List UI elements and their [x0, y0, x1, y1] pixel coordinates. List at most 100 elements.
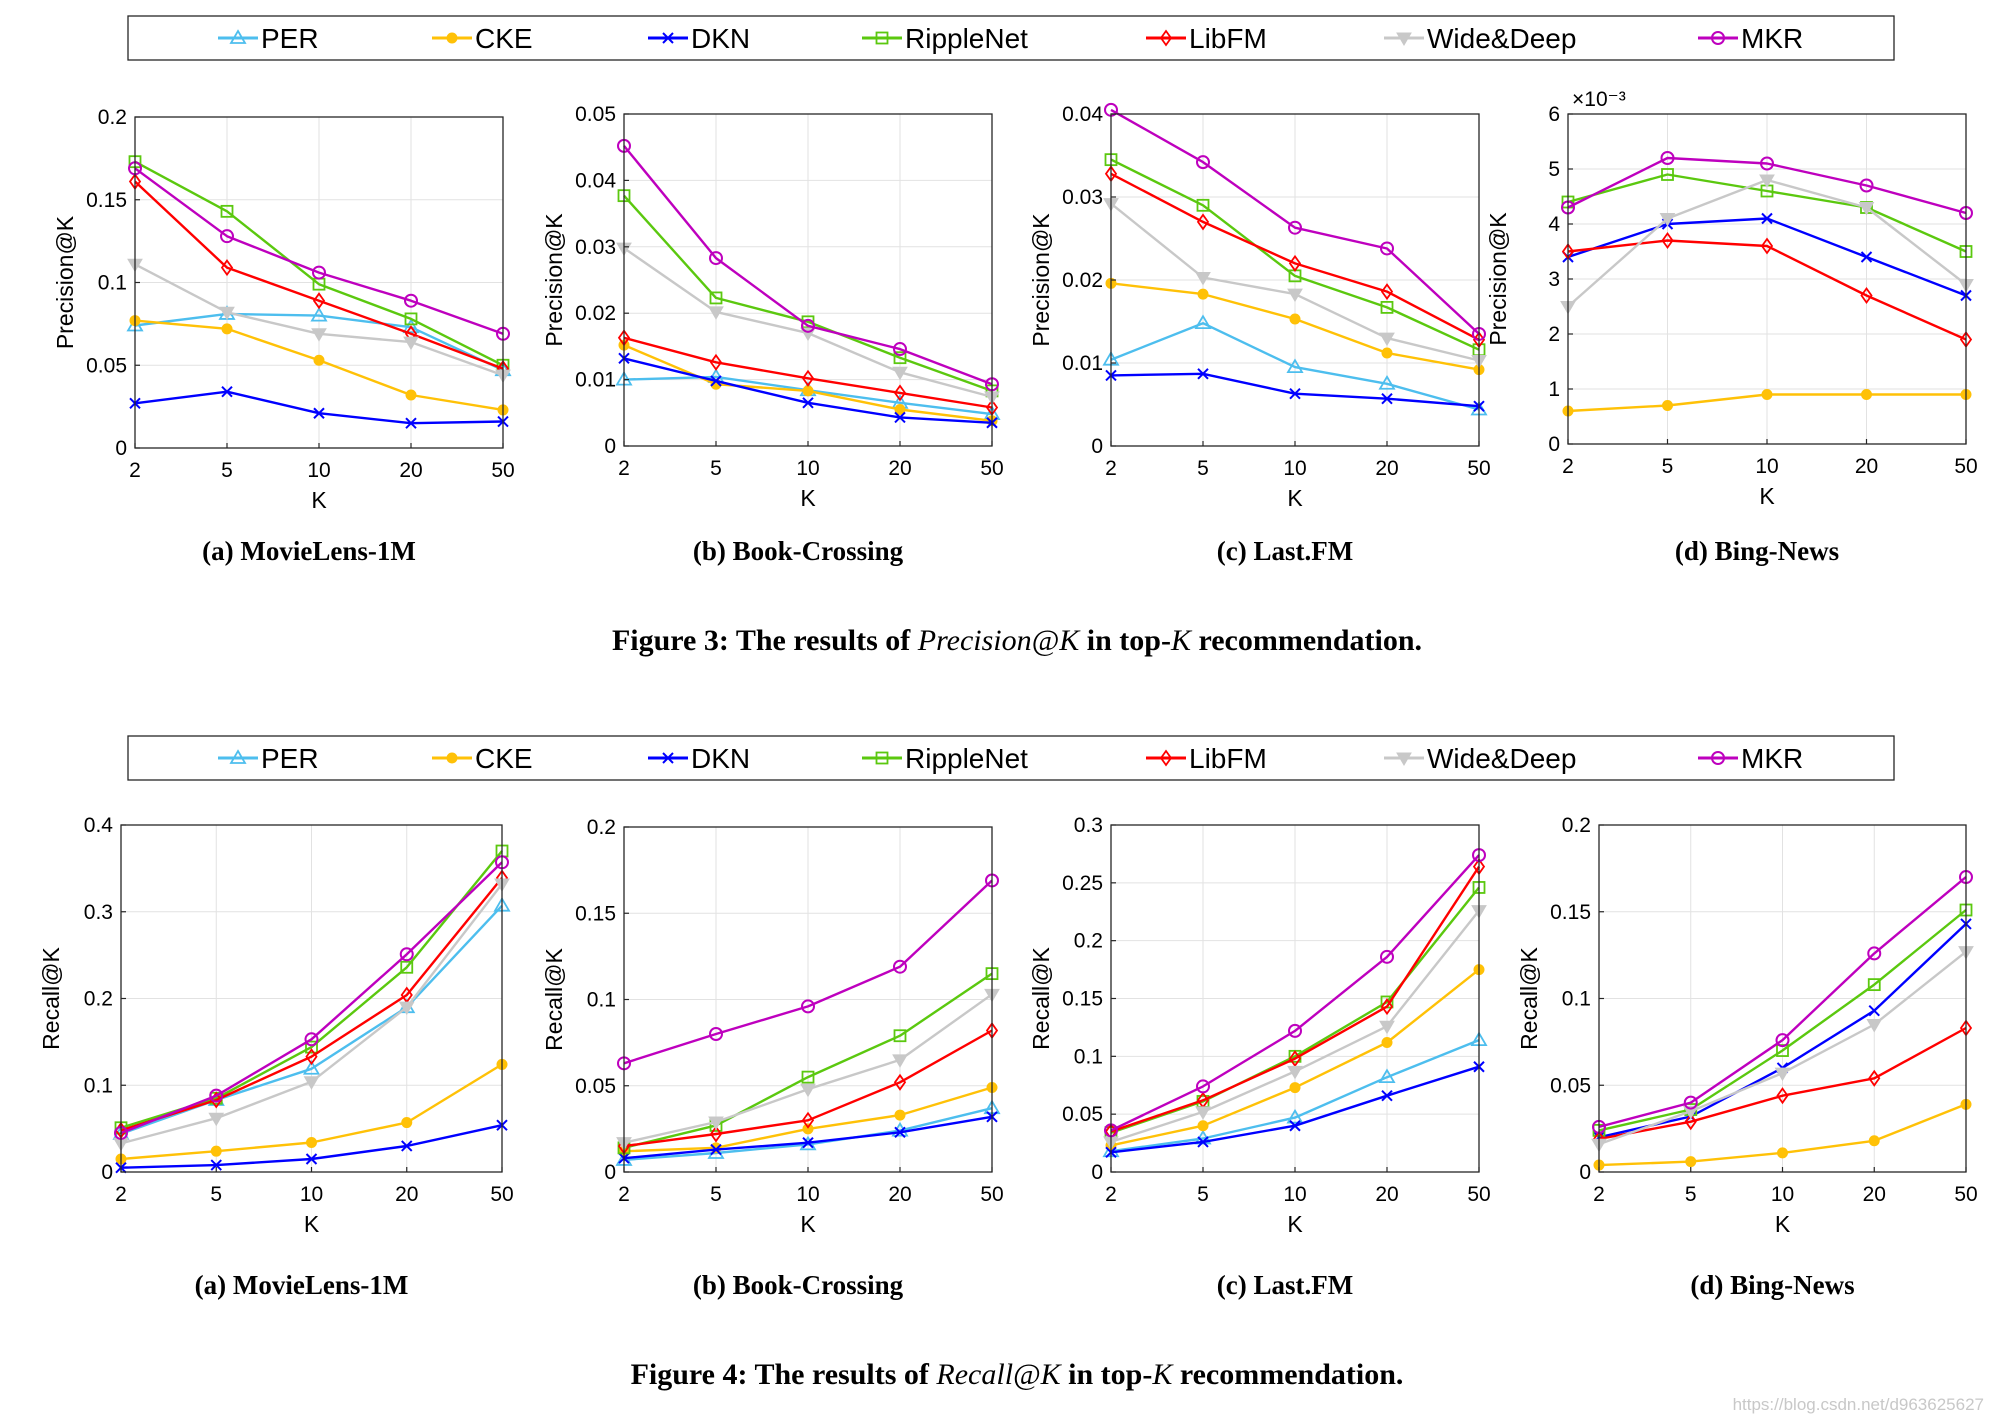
data-point: [220, 229, 234, 244]
y-axis-label: Precision@K: [541, 213, 567, 347]
legend-label: CKE: [475, 743, 533, 774]
x-axis-label: K: [1775, 1211, 1791, 1237]
data-point: [1759, 174, 1775, 188]
series-line: [1110, 854, 1480, 1132]
watermark: https://blog.csdn.net/d963625627: [1733, 1395, 1984, 1414]
x-tick-label: 5: [1662, 455, 1674, 478]
legend-item-per: PER: [218, 743, 319, 774]
legend-marker-icon: [229, 749, 247, 764]
legend-label: LibFM: [1189, 23, 1267, 54]
legend-label: PER: [261, 23, 319, 54]
y-tick-label: 0.01: [575, 369, 616, 392]
legend-box: [127, 735, 1895, 781]
data-point: [893, 384, 907, 402]
y-tick-label: 0.4: [84, 814, 114, 837]
data-point: [313, 354, 325, 366]
x-tick-label: 2: [1105, 457, 1117, 480]
data-point: [1197, 368, 1209, 380]
series-wide-deep: [1103, 905, 1487, 1150]
x-tick-label: 50: [1467, 457, 1490, 480]
data-point: [709, 291, 723, 305]
legend-marker-icon: [446, 752, 458, 764]
data-point: [221, 323, 233, 335]
legend-marker-icon: [662, 752, 674, 764]
data-point: [710, 1142, 722, 1154]
series-line: [120, 861, 503, 1135]
data-point: [894, 1109, 906, 1121]
data-point: [1760, 156, 1774, 171]
data-point: [1289, 1082, 1301, 1094]
series-line: [134, 167, 504, 335]
data-point: [1776, 1087, 1789, 1105]
series-dkn: [618, 1111, 998, 1164]
data-point: [1380, 998, 1394, 1016]
x-tick-label: 20: [888, 1183, 911, 1206]
data-point: [1860, 286, 1873, 305]
legend-label: Wide&Deep: [1427, 743, 1576, 774]
data-point: [1378, 374, 1396, 390]
series-dkn: [618, 352, 998, 429]
legend-item-libfm: LibFM: [1146, 743, 1267, 774]
legend-item-ripplenet: RippleNet: [862, 23, 1028, 54]
x-tick-label: 2: [1562, 455, 1574, 478]
series-line: [1110, 158, 1480, 351]
x-axis-label: K: [311, 487, 327, 513]
series-line: [134, 160, 504, 367]
legend-marker-icon: [1159, 749, 1173, 767]
data-point: [1197, 1120, 1209, 1132]
data-point: [1867, 978, 1881, 992]
legend-item-wide-deep: Wide&Deep: [1384, 23, 1576, 54]
data-point: [1194, 314, 1212, 330]
x-tick-label: 50: [1954, 1183, 1977, 1206]
legend-label: LibFM: [1189, 743, 1267, 774]
series-libfm: [1104, 858, 1486, 1141]
y-tick-label: 0.15: [575, 902, 616, 925]
data-point: [1661, 231, 1674, 250]
data-point: [709, 1125, 723, 1143]
x-axis-label: K: [1287, 1211, 1303, 1237]
data-point: [1682, 1105, 1699, 1120]
data-point: [1684, 1113, 1697, 1131]
data-point: [1381, 392, 1393, 405]
data-point: [1379, 1020, 1395, 1035]
subfigure-caption: (b) Book-Crossing: [693, 1270, 904, 1300]
data-point: [1289, 313, 1301, 325]
y-tick-label: 0.01: [1062, 352, 1103, 375]
legend-item-per: PER: [218, 23, 319, 54]
legend-marker-icon: [1396, 752, 1412, 766]
data-point: [1286, 1108, 1304, 1124]
x-axis-label: K: [800, 1211, 816, 1237]
data-point: [1288, 254, 1302, 272]
data-point: [1777, 1147, 1788, 1159]
chart-panel-7: 2 5 10 20 50 0 0.05 0.1 0.15 0.2 0.25 0.3 K Recall@K (…: [1028, 814, 1491, 1300]
x-tick-label: 20: [395, 1183, 418, 1206]
chart-panel-8: 2 5 10 20 50 0 0.05 0.1 0.15 0.2 K Recall@K (d) Bing…: [1516, 814, 1978, 1300]
data-point: [312, 292, 326, 310]
data-point: [1286, 358, 1304, 374]
data-point: [802, 385, 814, 397]
y-tick-label: 0: [604, 1161, 616, 1184]
data-point: [305, 1048, 318, 1066]
series-line: [623, 336, 993, 409]
subfigure-caption: (a) MovieLens-1M: [195, 1270, 409, 1300]
y-tick-label: 0.2: [1562, 814, 1591, 837]
data-point: [404, 312, 418, 326]
legend-label: PER: [261, 743, 319, 774]
x-tick-label: 2: [129, 459, 141, 482]
y-tick-label: 0: [1091, 1161, 1103, 1184]
x-tick-label: 20: [399, 459, 422, 482]
data-point: [1379, 332, 1395, 347]
data-point: [1287, 288, 1303, 303]
y-tick-label: 0.1: [1562, 988, 1591, 1011]
data-point: [800, 1083, 816, 1098]
series-line: [1110, 172, 1480, 341]
y-tick-label: 0: [101, 1161, 113, 1184]
x-tick-label: 50: [490, 1183, 513, 1206]
x-tick-label: 10: [796, 457, 819, 480]
series-line: [623, 145, 993, 386]
data-point: [208, 1112, 225, 1127]
data-point: [1659, 213, 1676, 227]
legend-item-ripplenet: RippleNet: [862, 743, 1028, 774]
x-tick-label: 10: [1755, 455, 1778, 478]
